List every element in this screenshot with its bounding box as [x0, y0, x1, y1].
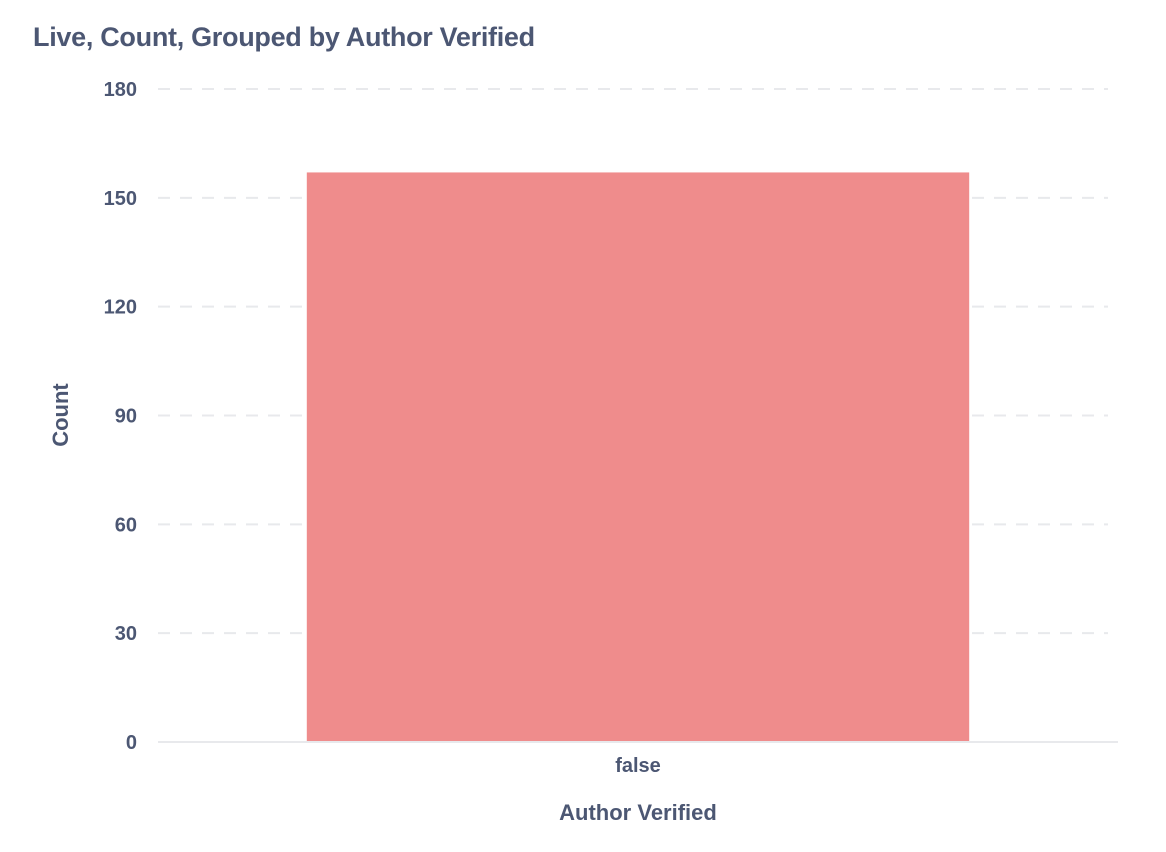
y-tick-label: 180 [104, 79, 137, 101]
bars [306, 172, 970, 742]
y-tick-label: 90 [115, 406, 137, 428]
y-axis-title: Count [48, 383, 73, 447]
y-tick-label: 150 [104, 188, 137, 210]
chart-title: Live, Count, Grouped by Author Verified [33, 22, 535, 52]
y-tick-label: 60 [115, 514, 137, 536]
bar[interactable] [306, 172, 970, 742]
x-axis-ticks: false [615, 755, 661, 777]
y-tick-label: 0 [126, 732, 137, 754]
x-axis-title: Author Verified [559, 800, 717, 825]
y-tick-label: 120 [104, 297, 137, 319]
y-axis-ticks: 0 30 60 90 120 150 180 [104, 79, 137, 754]
x-tick-label: false [615, 755, 661, 777]
y-tick-label: 30 [115, 623, 137, 645]
